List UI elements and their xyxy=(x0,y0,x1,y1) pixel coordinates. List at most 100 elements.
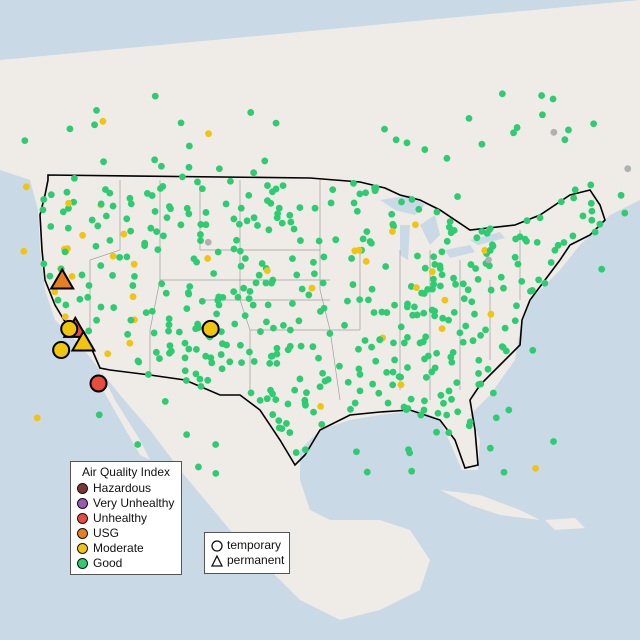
site-marker[interactable] xyxy=(471,310,478,318)
site-marker[interactable] xyxy=(265,226,273,234)
site-marker[interactable] xyxy=(363,468,371,476)
site-marker[interactable] xyxy=(22,183,30,191)
site-marker[interactable] xyxy=(336,362,343,370)
site-marker[interactable] xyxy=(202,209,210,216)
site-marker[interactable] xyxy=(561,136,569,144)
site-marker[interactable] xyxy=(250,358,258,365)
site-marker[interactable] xyxy=(483,229,491,237)
site-marker[interactable] xyxy=(596,220,604,228)
site-marker[interactable] xyxy=(158,280,166,288)
site-marker[interactable] xyxy=(212,469,220,477)
site-marker[interactable] xyxy=(512,235,520,243)
site-marker[interactable] xyxy=(301,400,309,407)
site-marker[interactable] xyxy=(181,367,189,375)
site-marker[interactable] xyxy=(183,305,191,313)
site-marker[interactable] xyxy=(347,405,354,413)
site-marker[interactable] xyxy=(403,139,411,147)
site-marker[interactable] xyxy=(400,339,408,347)
site-marker[interactable] xyxy=(190,255,198,263)
site-marker[interactable] xyxy=(452,280,459,288)
site-marker[interactable] xyxy=(247,109,255,116)
site-marker[interactable] xyxy=(511,317,519,325)
site-marker[interactable] xyxy=(204,376,212,384)
site-marker[interactable] xyxy=(255,271,263,279)
site-marker[interactable] xyxy=(492,414,500,422)
site-marker[interactable] xyxy=(51,288,59,296)
site-marker[interactable] xyxy=(286,429,294,436)
site-marker[interactable] xyxy=(445,223,453,231)
site-marker[interactable] xyxy=(489,389,497,397)
site-marker[interactable] xyxy=(156,355,163,362)
site-marker[interactable] xyxy=(420,406,428,414)
site-marker[interactable] xyxy=(554,241,562,249)
site-marker[interactable] xyxy=(263,395,271,403)
site-marker[interactable] xyxy=(231,320,239,328)
site-marker[interactable] xyxy=(456,329,464,337)
site-marker[interactable] xyxy=(431,312,439,320)
site-marker[interactable] xyxy=(477,380,485,388)
site-marker[interactable] xyxy=(227,177,234,185)
site-marker[interactable] xyxy=(147,224,155,232)
site-marker[interactable] xyxy=(422,373,430,381)
site-marker[interactable] xyxy=(365,296,372,304)
site-marker[interactable] xyxy=(413,284,420,292)
site-marker[interactable] xyxy=(355,365,363,373)
site-marker[interactable] xyxy=(204,255,212,262)
site-marker[interactable] xyxy=(95,411,103,419)
site-marker[interactable] xyxy=(371,187,379,195)
site-marker[interactable] xyxy=(344,297,351,305)
site-marker[interactable] xyxy=(382,263,390,270)
site-marker[interactable] xyxy=(355,246,363,254)
site-marker[interactable] xyxy=(160,232,167,240)
site-marker[interactable] xyxy=(143,190,151,197)
site-marker[interactable] xyxy=(210,270,218,277)
site-marker[interactable] xyxy=(421,397,428,405)
site-marker[interactable] xyxy=(215,165,223,173)
site-marker[interactable] xyxy=(320,253,328,261)
site-marker[interactable] xyxy=(250,214,258,222)
site-marker[interactable] xyxy=(404,333,411,341)
site-marker[interactable] xyxy=(151,92,159,100)
site-marker[interactable] xyxy=(278,219,286,227)
site-marker[interactable] xyxy=(484,365,492,373)
site-marker[interactable] xyxy=(404,364,411,371)
site-marker[interactable] xyxy=(406,449,414,457)
site-marker[interactable] xyxy=(430,275,437,283)
site-marker[interactable] xyxy=(415,205,423,213)
site-marker[interactable] xyxy=(237,341,244,349)
site-marker[interactable] xyxy=(153,228,161,236)
site-marker[interactable] xyxy=(185,345,193,353)
site-marker[interactable] xyxy=(408,196,416,203)
site-marker[interactable] xyxy=(197,221,205,228)
site-marker[interactable] xyxy=(247,389,255,397)
site-marker[interactable] xyxy=(436,262,444,270)
site-marker[interactable] xyxy=(131,272,138,280)
site-marker[interactable] xyxy=(68,272,76,280)
site-marker[interactable] xyxy=(571,186,579,194)
site-marker[interactable] xyxy=(63,188,71,196)
site-marker[interactable] xyxy=(549,95,557,103)
site-marker[interactable] xyxy=(315,354,322,362)
site-marker[interactable] xyxy=(214,248,222,256)
site-marker[interactable] xyxy=(183,204,191,212)
site-marker[interactable] xyxy=(257,328,264,335)
site-marker[interactable] xyxy=(408,467,416,475)
site-marker[interactable] xyxy=(362,189,370,197)
site-marker[interactable] xyxy=(297,237,304,244)
site-marker[interactable] xyxy=(500,284,507,292)
site-marker[interactable] xyxy=(212,441,220,448)
site-marker[interactable] xyxy=(378,308,386,316)
site-marker[interactable] xyxy=(362,257,370,265)
site-marker[interactable] xyxy=(21,137,29,145)
site-marker[interactable] xyxy=(192,370,200,378)
site-marker[interactable] xyxy=(551,246,559,254)
site-marker[interactable] xyxy=(166,349,173,357)
site-marker[interactable] xyxy=(467,261,475,268)
site-marker[interactable] xyxy=(389,220,397,228)
site-marker[interactable] xyxy=(66,125,74,133)
site-marker[interactable] xyxy=(430,253,438,261)
site-marker[interactable] xyxy=(438,325,446,333)
site-marker[interactable] xyxy=(447,353,455,361)
site-marker[interactable] xyxy=(588,207,596,215)
site-marker[interactable] xyxy=(418,289,425,297)
